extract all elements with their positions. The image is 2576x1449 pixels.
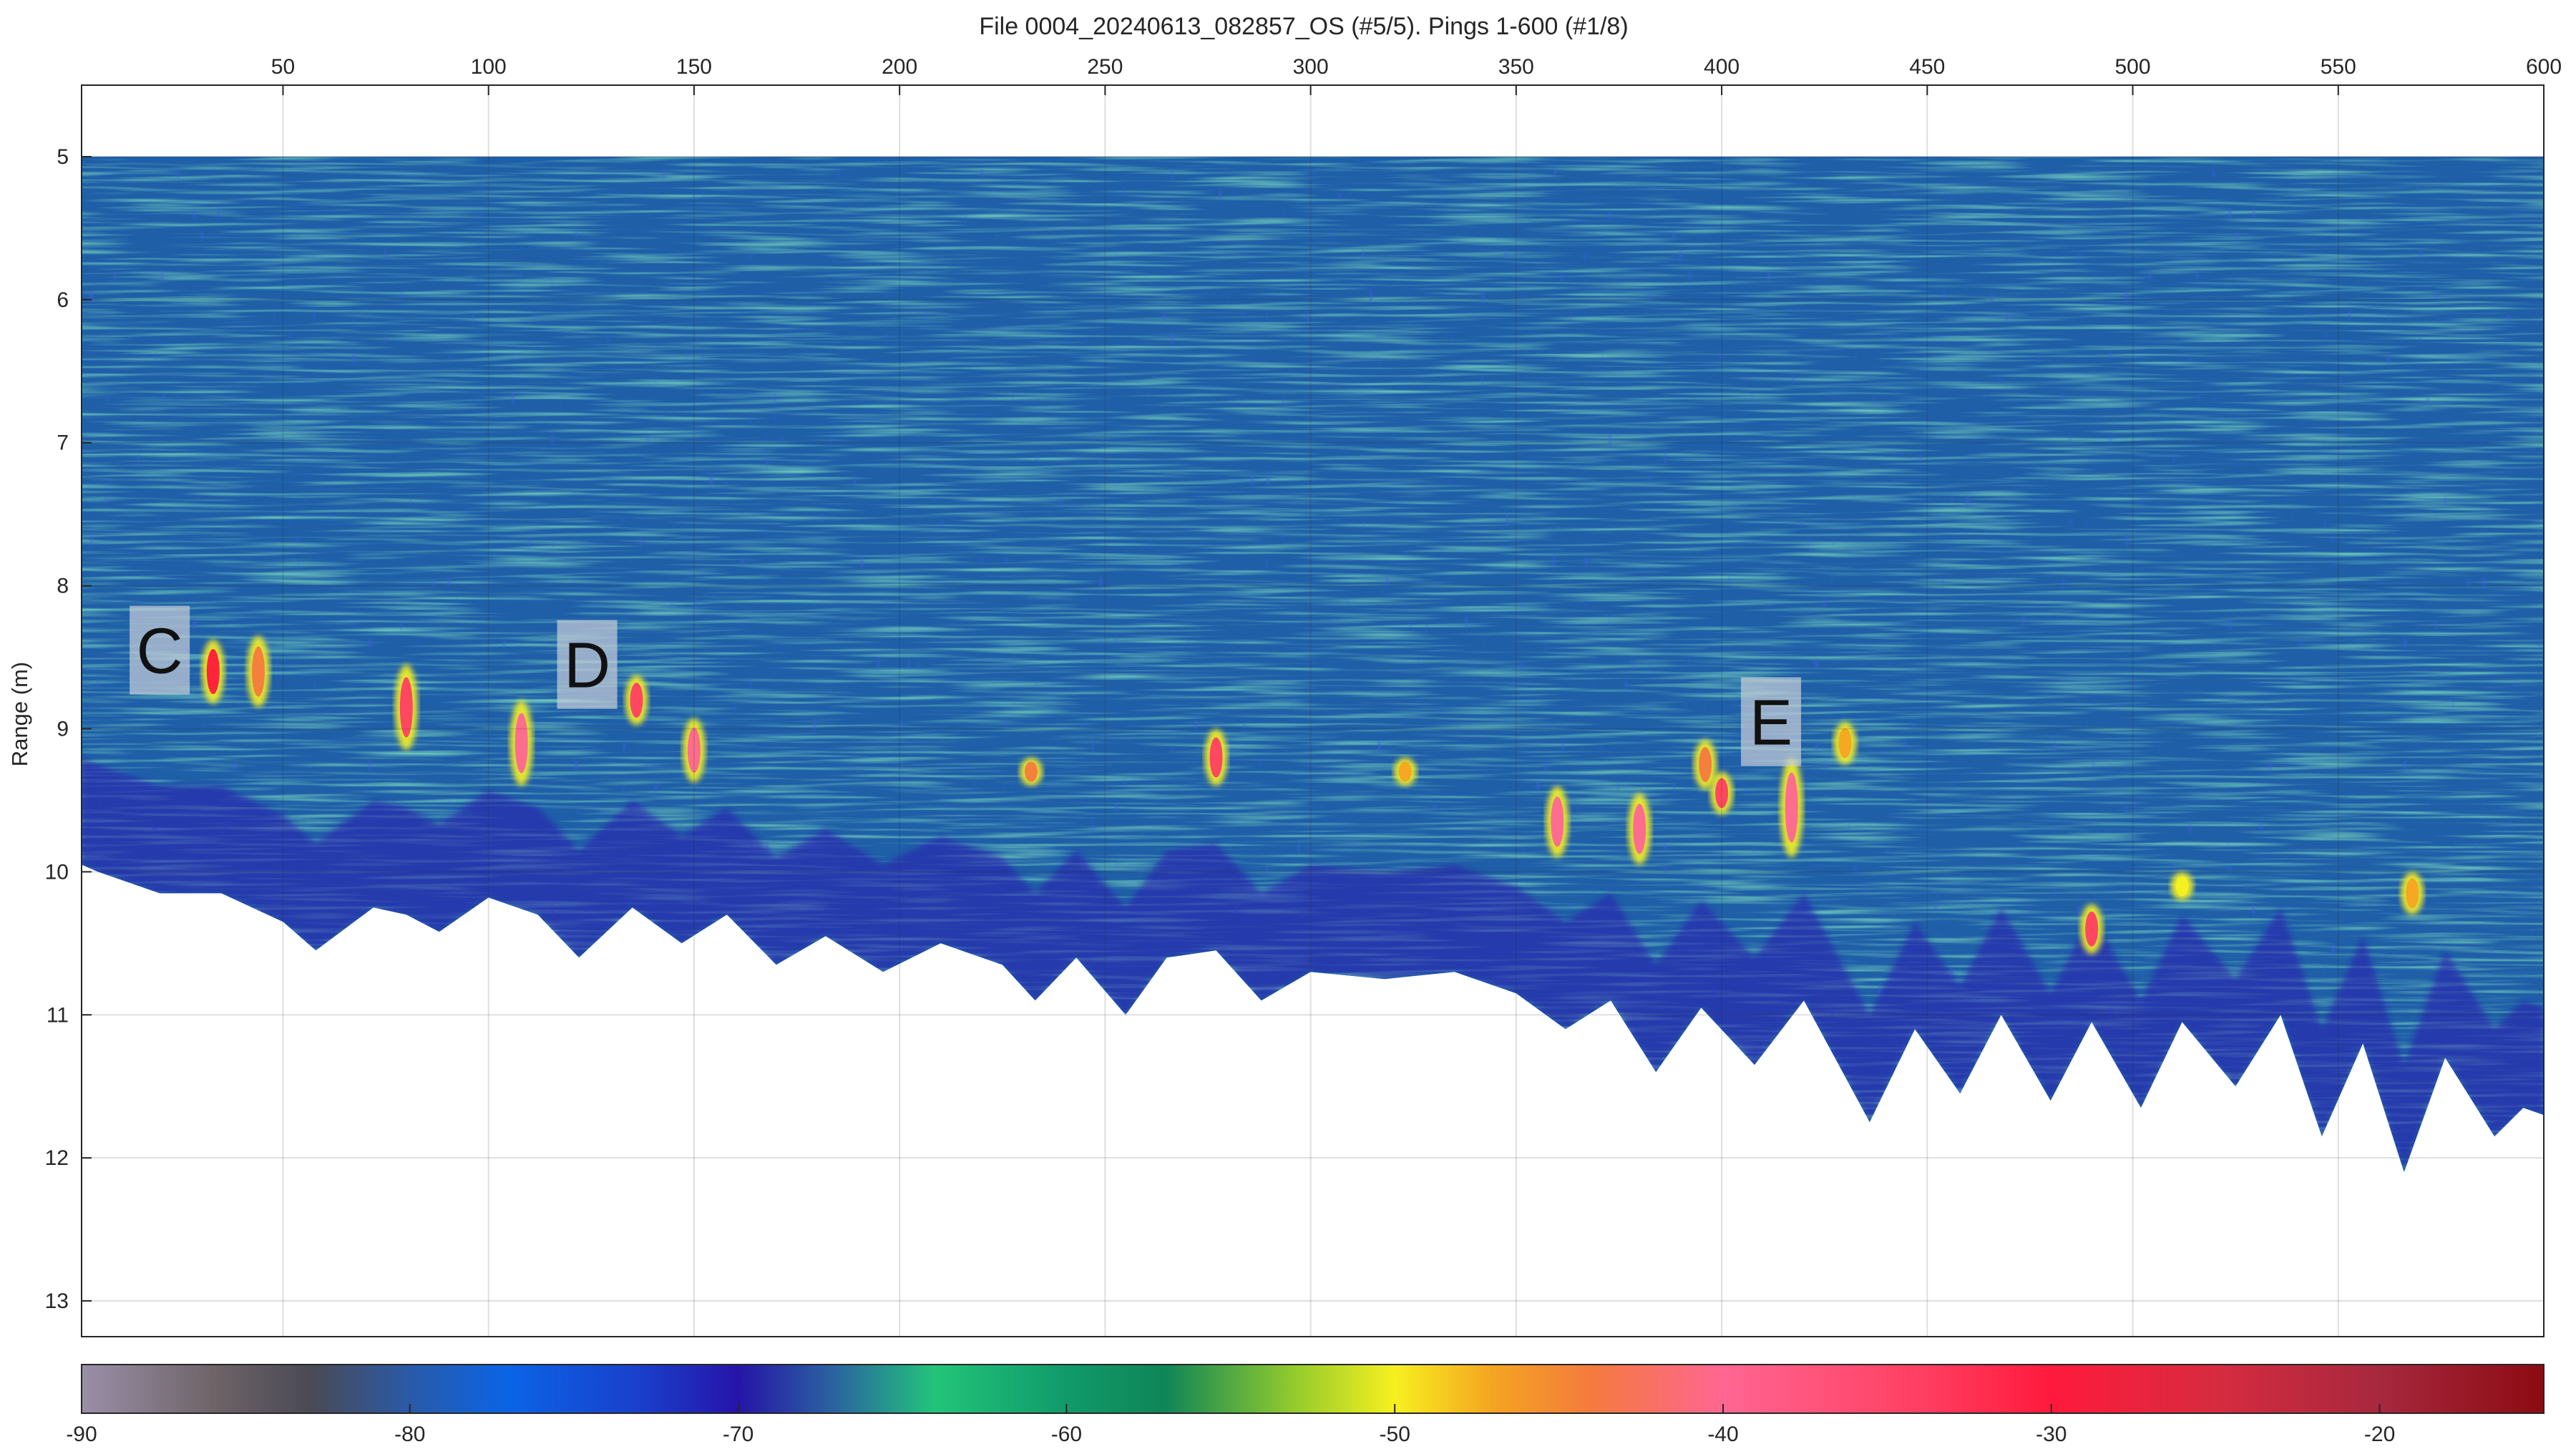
y-axis-label: Range (m) [7,662,32,766]
x-tick-label: 200 [882,55,917,79]
y-tick-label: 11 [47,1003,69,1027]
x-tick-label: 450 [1909,55,1945,79]
annotation-box [130,605,190,695]
y-axis-ticks: 5 6 7 8 9 10 11 12 13 [45,145,92,1313]
colorbar-tick-label: -40 [1707,1423,1738,1446]
colorbar-tick-label: -50 [1380,1423,1410,1446]
colorbar [81,1364,2545,1414]
plot-frame [81,84,2545,1337]
x-tick-label: 250 [1087,55,1123,79]
colorbar-tick-label: -20 [2364,1423,2395,1446]
x-tick-label: 500 [2115,55,2151,79]
fish-target [1398,761,1412,782]
fish-target [1785,772,1798,843]
fish-target [2085,911,2099,947]
fish-target [1633,804,1646,854]
colorbar-tick-label: -90 [66,1423,97,1446]
colorbar-tick-label: -70 [723,1423,753,1446]
fish-target [1715,778,1729,809]
fish-target [2175,876,2189,897]
fish-target [252,646,265,697]
colorbar-tick-label: -80 [394,1423,425,1446]
fish-target [1699,746,1712,782]
x-tick-label: 350 [1498,55,1534,79]
y-tick-label: 10 [45,860,69,884]
fish-target [1024,761,1038,782]
fish-target [1551,796,1564,847]
annotation-box [1741,677,1802,766]
seabed-echo-band [82,757,2544,1173]
annotation-label: D [564,630,610,702]
annotation-box [557,620,618,709]
fish-target [630,683,643,718]
y-tick-label: 12 [45,1146,69,1170]
x-tick-label: 50 [271,55,295,79]
fish-target [1209,737,1223,778]
annotations: C D E [130,605,1802,766]
fish-target [399,677,413,738]
fish-target [206,649,220,695]
y-tick-label: 7 [57,431,69,455]
fish-target [1838,728,1852,758]
colorbar-frame [81,1364,2545,1414]
y-tick-label: 5 [57,145,69,169]
y-tick-label: 9 [57,717,69,741]
y-tick-label: 6 [57,288,69,312]
x-tick-label: 300 [1293,55,1329,79]
colorbar-tick-label: -30 [2036,1423,2067,1446]
y-tick-label: 13 [45,1289,69,1313]
colorbar-tick-label: -60 [1051,1423,1082,1446]
fish-target [687,727,701,773]
grid [82,85,2544,1337]
fish-target [514,713,528,774]
colorbar-gradient-bar [82,1365,2544,1413]
annotation-label: E [1750,687,1792,758]
targets [201,635,2424,955]
fish-target [2406,878,2419,909]
x-tick-label: 150 [676,55,712,79]
x-tick-label: 100 [471,55,507,79]
y-tick-label: 8 [57,575,69,598]
chart-title: File 0004_20240613_082857_OS (#5/5). Pin… [979,13,1628,40]
x-tick-label: 400 [1704,55,1740,79]
colorbar-ticks: -90 -80 -70 -60 -50 -40 -30 -20 [66,1404,2395,1446]
annotation-label: C [137,616,183,688]
x-tick-label: 600 [2526,55,2562,79]
x-tick-label: 550 [2321,55,2356,79]
x-axis-ticks: 50 100 150 200 250 300 350 400 450 500 550 600 [271,55,2562,95]
